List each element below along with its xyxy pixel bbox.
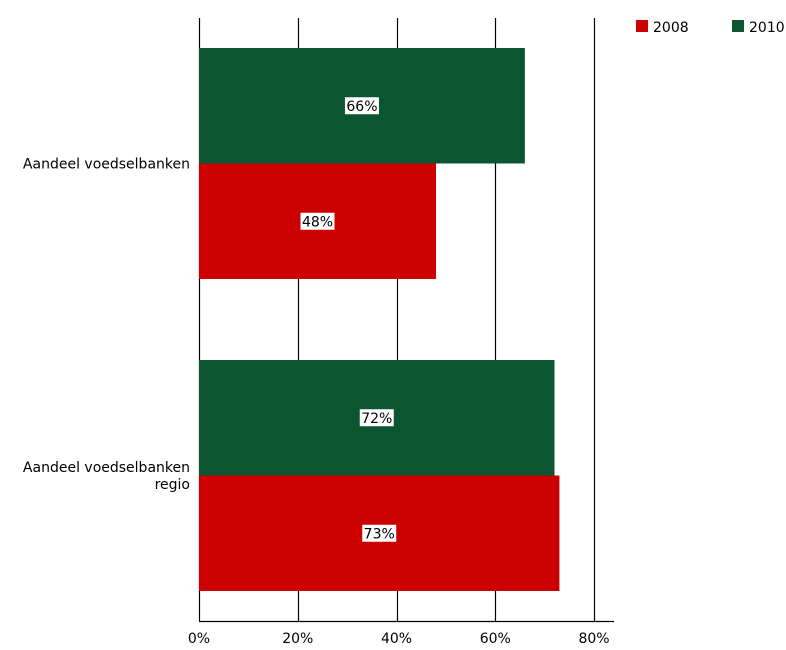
category-label-line: Aandeel voedselbanken [23,157,190,173]
legend-label: 2010 [749,20,785,36]
data-label-text: 73% [364,526,395,542]
data-label-2008-2: 73% [362,524,397,542]
x-tick-label-60%: 60% [480,631,511,646]
category-label-line: regio [155,477,190,493]
legend-item-2010: 2010 [732,20,785,36]
x-tick-label-40%: 40% [381,631,412,646]
data-label-2008-1: 48% [300,212,335,230]
data-label-text: 72% [361,411,392,427]
data-label-box [362,524,397,542]
x-tick-label-20%: 20% [282,631,313,646]
data-label-box [344,97,379,115]
data-label-box [300,212,335,230]
axes: 0% 20% 40% 60% 80%Aandeel voedselbankenAande… [23,157,614,647]
x-tick-label-80%: 80% [578,631,609,646]
x-tick-label-0%: 0% [188,631,210,646]
data-label-text: 48% [302,214,333,230]
bars [199,48,560,591]
legend-swatch [636,20,648,32]
category-label-line: Aandeel voedselbanken [23,460,190,476]
data-label-2010-1: 66% [344,97,379,115]
legend-item-2008: 2008 [636,20,689,36]
data-labels: 66% 48% 72% 73% [300,97,397,542]
category-label-1: Aandeel voedselbanken [23,157,190,173]
data-label-text: 66% [346,99,377,115]
legend-swatch [732,20,744,32]
data-label-2010-2: 72% [359,409,394,427]
data-label-box [359,409,394,427]
legend-label: 2008 [653,20,689,36]
legend: 2008 2010 [636,20,785,36]
